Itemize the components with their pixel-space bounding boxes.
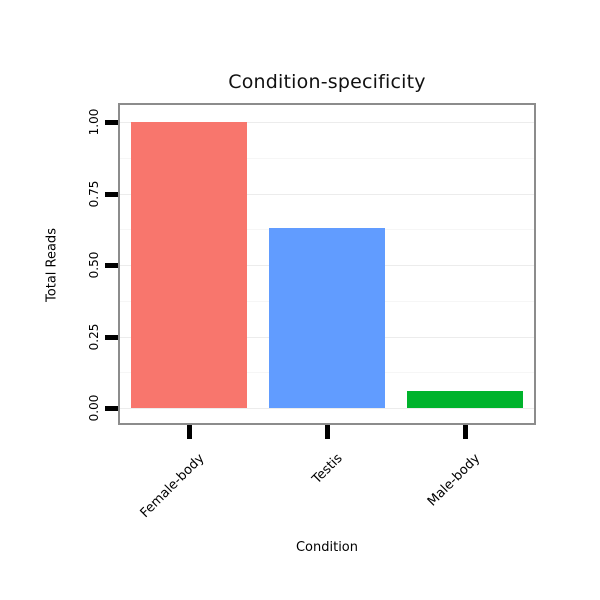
y-tick-label: 1.00	[87, 108, 101, 136]
y-axis-tick	[105, 120, 118, 125]
x-axis-label: Condition	[295, 540, 359, 555]
x-axis-tick	[325, 425, 330, 439]
major-grid-line	[120, 122, 534, 123]
bar-female-body	[131, 122, 247, 408]
x-tick-label: Male-body	[425, 451, 484, 510]
y-axis-tick	[105, 335, 118, 340]
y-tick-label: 0.00	[87, 394, 101, 422]
x-tick-label: Testis	[309, 451, 346, 488]
minor-grid-line	[120, 158, 534, 159]
bar-male-body	[407, 391, 523, 408]
major-grid-line	[120, 408, 534, 409]
y-axis-tick	[105, 406, 118, 411]
chart-title: Condition-specificity	[228, 71, 426, 93]
y-tick-label: 0.25	[87, 323, 101, 351]
x-tick-label: Female-body	[137, 451, 208, 521]
y-tick-label: 0.50	[87, 251, 101, 279]
bar-testis	[269, 228, 385, 408]
x-axis-tick	[463, 425, 468, 439]
y-axis-tick	[105, 263, 118, 268]
y-axis-tick	[105, 192, 118, 197]
y-axis-label: Total Reads	[44, 228, 60, 302]
x-axis-tick	[187, 425, 192, 439]
y-tick-label: 0.75	[87, 180, 101, 208]
major-grid-line	[120, 194, 534, 195]
